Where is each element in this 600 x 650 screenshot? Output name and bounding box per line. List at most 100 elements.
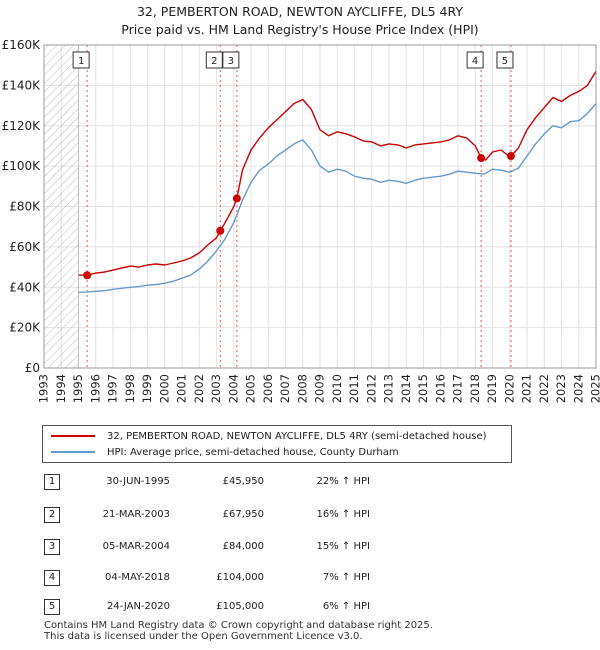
x-tick-label: 2011: [347, 374, 361, 403]
transaction-label-box: [496, 51, 514, 69]
grid: [43, 44, 597, 369]
x-tick-label: 2023: [554, 374, 568, 403]
pre-data-hatch: [43, 44, 79, 369]
row-number-badge: 4: [44, 570, 60, 586]
transaction-points: [83, 152, 515, 280]
transaction-label-box: [205, 51, 223, 69]
x-tick-label: 1996: [88, 374, 102, 403]
row-date: 05-MAR-2004: [102, 541, 170, 552]
legend-label-hpi: HPI: Average price, semi-detached house,…: [107, 446, 399, 458]
row-number-badge: 5: [44, 599, 60, 615]
x-tick-label: 2000: [157, 374, 171, 403]
x-tick-label: 2001: [175, 374, 189, 403]
chart-title: 32, PEMBERTON ROAD, NEWTON AYCLIFFE, DL5…: [136, 4, 464, 19]
x-tick-label: 1998: [123, 374, 137, 403]
transaction-label: 3: [228, 56, 234, 67]
transaction-point: [83, 271, 92, 280]
x-tick-label: 2013: [382, 374, 396, 403]
transaction-marker-lines: [86, 45, 512, 368]
x-tick-label: 2019: [485, 374, 499, 403]
table-row: 4 04-MAY-2018 £104,000 7% ↑ HPI: [0, 566, 600, 590]
legend: 32, PEMBERTON ROAD, NEWTON AYCLIFFE, DL5…: [42, 425, 512, 463]
legend-item-hpi: HPI: Average price, semi-detached house,…: [51, 445, 399, 459]
transaction-label-box: [466, 51, 484, 69]
transaction-label-box: [222, 51, 240, 69]
y-tick-label: £40K: [9, 280, 41, 294]
table-row: 3 05-MAR-2004 £84,000 15% ↑ HPI: [0, 535, 600, 559]
legend-swatch-property: [51, 435, 95, 437]
row-date: 30-JUN-1995: [106, 476, 170, 487]
hatched-region: [43, 44, 79, 369]
x-tick-label: 2003: [209, 374, 223, 403]
transaction-label-box: [72, 51, 90, 69]
x-tick-label: 2016: [433, 374, 447, 403]
row-hpi: 15% ↑ HPI: [316, 541, 370, 552]
y-tick-label: £20K: [9, 321, 41, 335]
chart-subtitle: Price paid vs. HM Land Registry's House …: [121, 22, 479, 37]
x-tick-label: 2025: [589, 374, 600, 403]
row-number-badge: 3: [44, 539, 60, 555]
transaction-point: [506, 152, 515, 161]
x-tick-label: 2018: [468, 374, 482, 403]
footer-licence: This data is licensed under the Open Gov…: [44, 631, 363, 642]
x-tick-label: 1997: [106, 374, 120, 403]
y-tick-label: £80K: [9, 200, 41, 214]
x-tick-label: 2004: [226, 374, 240, 403]
x-tick-label: 1995: [71, 374, 85, 403]
x-tick-label: 2012: [364, 374, 378, 403]
x-tick-label: 1999: [140, 374, 154, 403]
x-tick-label: 2008: [295, 374, 309, 403]
x-tick-label: 2010: [330, 374, 344, 403]
y-tick-label: £120K: [2, 119, 42, 133]
x-tick-label: 2005: [244, 374, 258, 403]
y-tick-label: £160K: [2, 38, 42, 52]
row-date: 21-MAR-2003: [102, 509, 170, 520]
x-tick-label: 2022: [537, 374, 551, 403]
row-hpi: 22% ↑ HPI: [316, 476, 370, 487]
row-number-badge: 2: [44, 507, 60, 523]
row-hpi: 16% ↑ HPI: [316, 509, 370, 520]
row-price: £84,000: [222, 541, 264, 552]
table-row: 5 24-JAN-2020 £105,000 6% ↑ HPI: [0, 595, 600, 619]
x-tick-label: 2014: [399, 374, 413, 403]
x-tick-label: 2020: [502, 374, 516, 403]
y-tick-label: £100K: [2, 159, 42, 173]
x-tick-label: 2002: [192, 374, 206, 403]
y-tick-label: £0: [25, 361, 40, 375]
transaction-point: [216, 226, 225, 235]
transaction-label: 4: [472, 56, 478, 67]
row-price: £45,950: [222, 476, 264, 487]
x-tick-label: 2006: [261, 374, 275, 403]
transaction-point: [232, 194, 241, 203]
x-tick-label: 2007: [278, 374, 292, 403]
plot-frame: [43, 44, 597, 369]
footer: Contains HM Land Registry data © Crown c…: [44, 620, 433, 642]
x-tick-label: 1994: [54, 374, 68, 403]
row-price: £67,950: [222, 509, 264, 520]
footer-copyright: Contains HM Land Registry data © Crown c…: [44, 620, 433, 631]
row-hpi: 7% ↑ HPI: [322, 572, 370, 583]
x-tick-label: 2015: [416, 374, 430, 403]
y-tick-label: £60K: [9, 240, 41, 254]
x-tick-label: 2021: [520, 374, 534, 403]
x-tick-label: 2024: [571, 374, 585, 403]
legend-swatch-hpi: [51, 451, 95, 453]
transaction-label: 5: [502, 56, 508, 67]
x-tick-label: 2009: [313, 374, 327, 403]
x-tick-label: 1993: [37, 374, 51, 403]
table-row: 2 21-MAR-2003 £67,950 16% ↑ HPI: [0, 503, 600, 527]
legend-label-property: 32, PEMBERTON ROAD, NEWTON AYCLIFFE, DL5…: [107, 430, 487, 442]
row-date: 04-MAY-2018: [104, 572, 170, 583]
transaction-label: 2: [211, 56, 217, 67]
x-tick-label: 2017: [451, 374, 465, 403]
transaction-label: 1: [78, 56, 84, 67]
legend-item-property: 32, PEMBERTON ROAD, NEWTON AYCLIFFE, DL5…: [51, 429, 487, 443]
row-date: 24-JAN-2020: [106, 601, 170, 612]
row-price: £105,000: [216, 601, 264, 612]
table-row: 1 30-JUN-1995 £45,950 22% ↑ HPI: [0, 470, 600, 494]
row-price: £104,000: [216, 572, 264, 583]
transaction-point: [477, 154, 486, 163]
y-tick-label: £140K: [2, 78, 42, 92]
